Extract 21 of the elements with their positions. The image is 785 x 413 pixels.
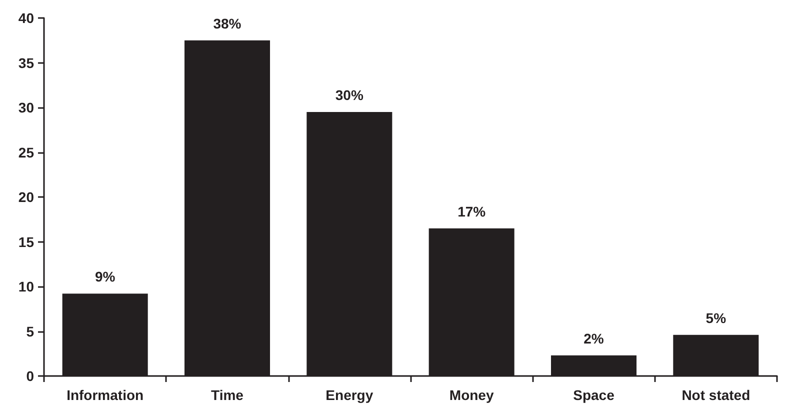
data-label: 9% — [94, 268, 116, 285]
x-tick-label: Energy — [326, 387, 374, 403]
data-label: 5% — [706, 310, 727, 326]
y-tick-label: 10 — [18, 278, 34, 294]
data-label: 30% — [335, 86, 364, 103]
x-tick-label: Not stated — [682, 387, 750, 403]
y-tick-label: 25 — [18, 144, 34, 160]
y-tick-label: 5 — [26, 323, 34, 340]
y-tick-label: 15 — [18, 234, 34, 250]
data-label: 38% — [213, 15, 242, 32]
x-tick-label: Information — [66, 387, 144, 403]
x-tick-label: Space — [573, 387, 615, 403]
y-tick-label: 30 — [18, 100, 34, 116]
y-tick-label: 35 — [18, 54, 34, 71]
x-tick-label: Time — [211, 387, 244, 403]
y-tick-label: 40 — [18, 10, 34, 26]
data-label: 2% — [584, 330, 604, 346]
x-tick-label: Money — [449, 387, 494, 403]
y-tick-label: 0 — [26, 368, 34, 384]
data-label: 17% — [458, 203, 486, 220]
y-tick-label: 20 — [18, 189, 34, 205]
